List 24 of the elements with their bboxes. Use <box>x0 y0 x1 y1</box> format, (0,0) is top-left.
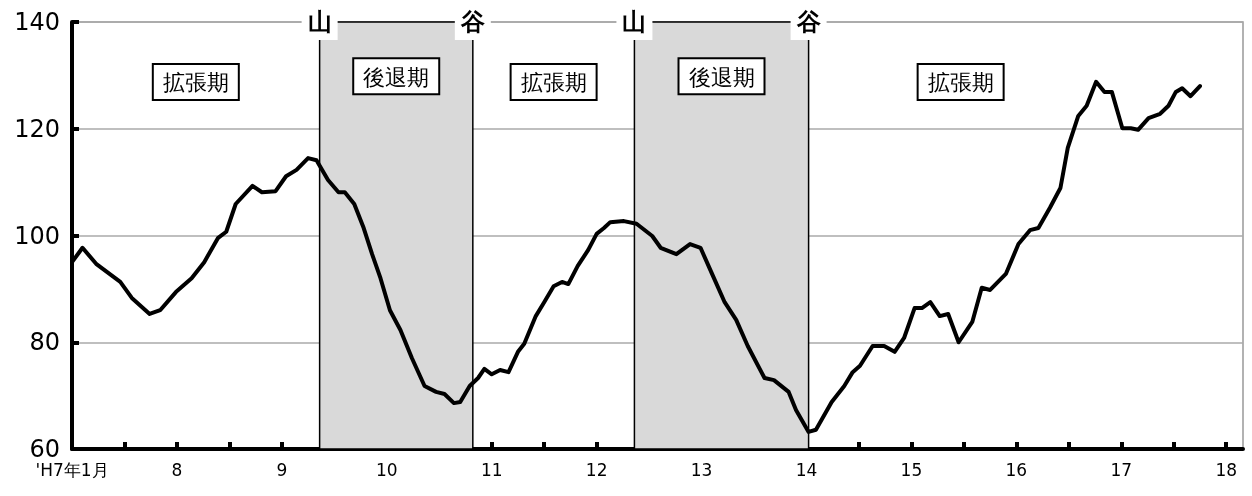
x-tick-label: 10 <box>375 459 398 480</box>
x-tick-label: 11 <box>480 459 503 480</box>
x-tick-label: 13 <box>690 459 713 480</box>
x-tick-label: 8 <box>171 459 183 480</box>
x-tick-label: 14 <box>795 459 818 480</box>
x-tick-label: 18 <box>1215 459 1238 480</box>
annotation: 拡張期 <box>520 69 587 95</box>
band-label: 後退期 <box>688 64 755 90</box>
y-tick-label: 100 <box>14 221 60 250</box>
x-tick-label: 17 <box>1110 459 1133 480</box>
annotation: 拡張期 <box>927 69 994 95</box>
annotation: 谷 <box>459 8 485 36</box>
annotation: 谷 <box>795 8 821 36</box>
band-label: 後退期 <box>363 64 430 90</box>
annotation: 山 <box>622 8 647 36</box>
x-tick-label: 15 <box>900 459 923 480</box>
x-tick-label: 12 <box>585 459 608 480</box>
annotation: 拡張期 <box>162 69 229 95</box>
y-tick-label: 80 <box>29 328 60 357</box>
x-tick-label: 9 <box>276 459 288 480</box>
annotation: 山 <box>307 8 332 36</box>
y-tick-label: 120 <box>14 114 60 143</box>
y-tick-label: 140 <box>14 8 60 36</box>
x-tick-label: 16 <box>1005 459 1028 480</box>
